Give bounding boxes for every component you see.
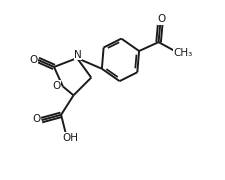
Text: N: N	[74, 50, 82, 60]
Text: OH: OH	[62, 133, 78, 143]
Text: O: O	[32, 114, 40, 124]
Text: CH₃: CH₃	[174, 48, 193, 58]
Text: O: O	[157, 14, 165, 24]
Text: O: O	[29, 55, 38, 65]
Text: O: O	[53, 81, 61, 91]
